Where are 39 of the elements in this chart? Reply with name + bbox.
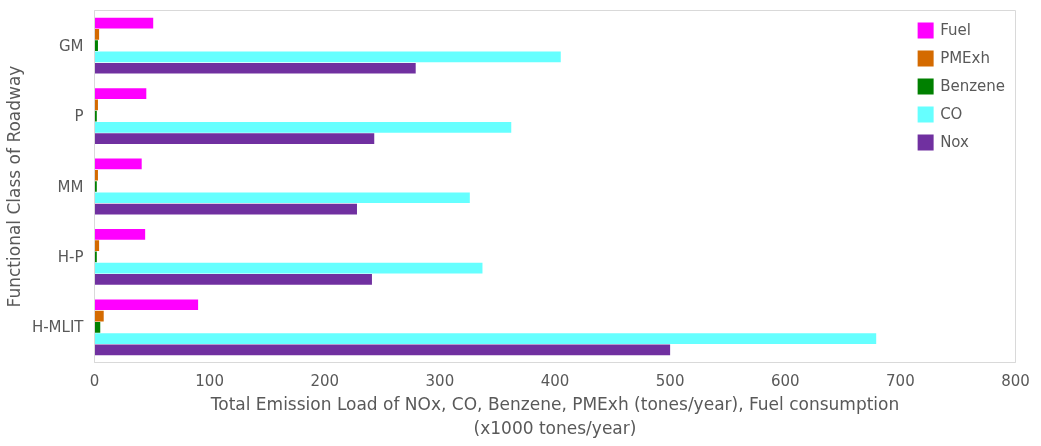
y-tick-label: GM: [58, 36, 84, 55]
legend-label: CO: [940, 105, 963, 123]
bar: [94, 262, 483, 274]
bar: [94, 274, 372, 285]
bar: [94, 229, 146, 240]
bar: [94, 299, 199, 311]
bar: [94, 310, 104, 322]
x-tick-label: 200: [310, 371, 340, 390]
x-tick-label: 800: [1001, 371, 1030, 390]
bar: [94, 203, 357, 215]
bar: [94, 51, 561, 63]
y-tick-label: H-MLIT: [31, 318, 85, 337]
bar: [94, 88, 147, 99]
bar: [94, 62, 416, 74]
legend-label: PMExh: [940, 49, 990, 67]
x-tick-label: 400: [540, 371, 570, 390]
bar: [94, 122, 512, 133]
legend-label: Fuel: [940, 21, 971, 39]
bar: [94, 333, 877, 344]
bar: [94, 192, 470, 204]
bar: [94, 29, 100, 40]
x-tick-label: 0: [89, 371, 100, 390]
x-tick-label: 100: [195, 371, 224, 390]
legend-label: Nox: [940, 133, 969, 151]
bar: [94, 240, 100, 251]
bar: [94, 133, 375, 144]
x-tick-label: 600: [770, 371, 800, 390]
y-axis-title: Functional Class of Roadway: [3, 65, 24, 308]
bar: [94, 158, 142, 170]
y-tick-label: MM: [57, 177, 84, 196]
x-tick-label: 300: [425, 371, 455, 390]
bar: [94, 344, 671, 356]
y-tick-label: H-P: [57, 247, 84, 266]
x-tick-label: 500: [655, 371, 685, 390]
x-tick-label: 700: [886, 371, 915, 390]
bar: [94, 17, 154, 29]
y-tick-label: P: [74, 107, 84, 126]
x-axis-title: Total Emission Load of NOx, CO, Benzene, PMExh (tones/year), Fuel consumption (x1000 tones/year): [209, 393, 900, 438]
legend-label: Benzene: [940, 77, 1005, 95]
